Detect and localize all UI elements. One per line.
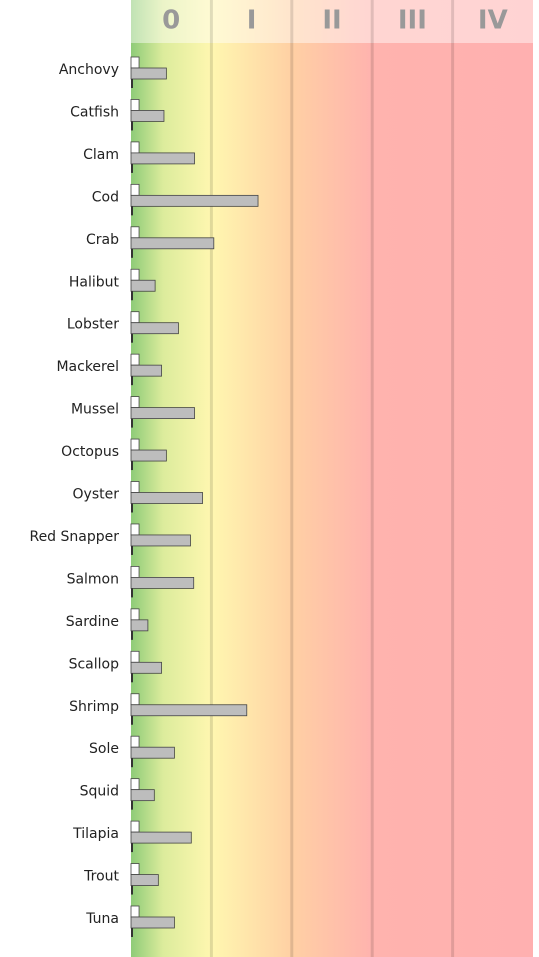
zone-background — [131, 0, 533, 957]
bar — [130, 789, 155, 802]
bar — [130, 492, 203, 504]
bar — [130, 268, 140, 281]
bar — [130, 650, 140, 663]
bar — [130, 226, 140, 239]
bar — [130, 67, 167, 80]
bar — [130, 183, 140, 196]
bar — [131, 588, 133, 598]
zone-label: II — [322, 6, 341, 36]
category-label: Oyster — [73, 487, 120, 503]
bar — [130, 704, 248, 717]
bar — [131, 248, 133, 258]
bar — [131, 206, 133, 216]
category-label: Shrimp — [69, 699, 119, 715]
category-label: Mussel — [71, 402, 119, 418]
bar — [131, 843, 133, 853]
bar — [130, 619, 149, 632]
bar — [131, 333, 133, 343]
category-label: Crab — [86, 232, 119, 248]
zone-label: I — [247, 6, 257, 36]
category-label: Trout — [83, 869, 119, 885]
bar — [130, 449, 167, 462]
bar — [130, 746, 175, 759]
bar — [131, 630, 133, 640]
bar — [130, 693, 140, 706]
bar — [130, 608, 140, 621]
header-band — [131, 0, 533, 43]
bar — [131, 418, 133, 428]
category-label: Clam — [83, 147, 119, 163]
bar — [131, 79, 133, 88]
bar — [131, 376, 133, 386]
category-label: Cod — [92, 189, 119, 205]
bar — [130, 194, 259, 207]
zone-label: III — [398, 6, 427, 36]
zone-label: 0 — [162, 6, 180, 36]
category-label: Halibut — [69, 274, 120, 290]
category-label: Sole — [89, 741, 119, 757]
category-label: Catfish — [70, 104, 119, 120]
bar — [131, 885, 133, 895]
category-label: Anchovy — [59, 62, 119, 78]
category-label: Scallop — [69, 656, 120, 672]
bar — [130, 110, 165, 122]
bar — [130, 820, 140, 833]
bar — [131, 163, 133, 173]
zone-label: IV — [478, 6, 508, 36]
category-label: Lobster — [67, 317, 119, 333]
bar — [131, 503, 133, 513]
bar — [130, 438, 140, 451]
bar — [131, 758, 133, 768]
category-label: Tuna — [85, 911, 119, 927]
bar — [130, 661, 162, 674]
bar — [131, 545, 133, 555]
bar — [130, 141, 140, 154]
bar — [130, 863, 140, 875]
bar — [130, 523, 140, 536]
bar — [130, 311, 140, 324]
bar — [131, 291, 133, 301]
category-label: Octopus — [61, 444, 119, 460]
bar — [130, 322, 179, 335]
bar — [130, 396, 140, 409]
bar — [130, 778, 140, 791]
category-label: Mackerel — [56, 359, 119, 375]
bar — [131, 121, 133, 131]
bar — [130, 56, 140, 69]
bar — [130, 481, 140, 493]
bar — [131, 461, 133, 471]
bar — [130, 364, 162, 377]
category-label: Sardine — [66, 614, 119, 630]
bar — [130, 237, 215, 250]
bar — [130, 353, 140, 366]
category-label: Salmon — [67, 571, 119, 587]
bar — [130, 874, 159, 886]
bar — [130, 577, 195, 589]
bar — [131, 800, 133, 810]
bar — [131, 928, 133, 937]
bar — [130, 831, 192, 844]
bar — [130, 407, 195, 420]
bar — [131, 673, 133, 683]
bar — [130, 279, 156, 292]
bar — [130, 735, 140, 748]
bar — [130, 99, 140, 111]
bar — [130, 566, 140, 578]
bar — [130, 152, 195, 165]
bar — [130, 916, 175, 929]
category-label: Squid — [80, 784, 119, 800]
bar — [130, 534, 191, 547]
bar — [131, 715, 133, 725]
category-label: Red Snapper — [29, 529, 119, 545]
bar — [130, 905, 140, 918]
category-label: Tilapia — [72, 826, 119, 842]
